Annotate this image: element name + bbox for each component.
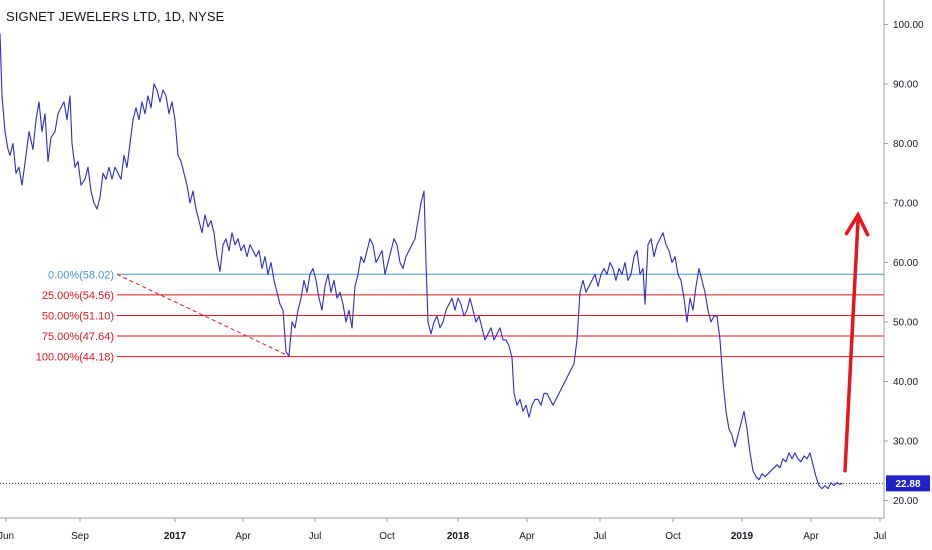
time-tick-label: Apr [519, 531, 535, 542]
time-axis[interactable]: Jun Sep 2017 Apr Jul Oct 2018 Apr Jul Oct 2019 Apr J… [0, 517, 887, 542]
price-axis[interactable]: 100.00 90.00 80.00 70.00 60.00 50.00 40.00 30.0… [883, 0, 924, 518]
fib-level-label: 100.00%(44.18) [36, 352, 114, 364]
price-tick-label: 100.00 [893, 20, 924, 31]
price-tick-label: 20.00 [893, 496, 918, 507]
price-tick-label: 90.00 [893, 80, 918, 91]
last-price-marker: 22.88 [0, 475, 930, 492]
time-tick-label: 2019 [731, 531, 754, 542]
price-tick-label: 70.00 [893, 199, 918, 210]
time-tick-label: Jun [0, 531, 14, 542]
price-tick-label: 30.00 [893, 437, 918, 448]
time-tick-label: Jul [309, 531, 322, 542]
price-line [0, 33, 843, 490]
fibonacci-retracement[interactable]: 0.00%(58.02) 25.00%(54.56) 50.00%(51.10) 75… [36, 269, 884, 364]
time-tick-label: 2018 [447, 531, 470, 542]
fib-level-label: 0.00%(58.02) [48, 269, 114, 281]
fib-level-label: 50.00%(51.10) [42, 310, 114, 322]
time-tick-label: 2017 [164, 531, 187, 542]
price-series [0, 33, 843, 490]
time-tick-label: Apr [803, 531, 819, 542]
time-tick-label: Oct [665, 531, 681, 542]
last-price-tag [886, 475, 930, 492]
price-tick-label: 50.00 [893, 318, 918, 329]
time-tick-label: Jul [874, 531, 887, 542]
time-tick-label: Jul [594, 531, 607, 542]
time-tick-label: Oct [379, 531, 395, 542]
up-arrow-head [844, 211, 870, 237]
price-tick-label: 80.00 [893, 139, 918, 150]
time-tick-label: Sep [71, 531, 89, 542]
fib-level-label: 75.00%(47.64) [42, 331, 114, 343]
fib-level-label: 25.00%(54.56) [42, 290, 114, 302]
time-tick-label: Apr [235, 531, 251, 542]
up-arrow-shaft [843, 219, 860, 473]
price-tick-label: 40.00 [893, 377, 918, 388]
price-tick-label: 60.00 [893, 258, 918, 269]
last-price-label: 22.88 [895, 479, 920, 490]
fib-trend-line[interactable] [116, 273, 291, 358]
chart-title: SIGNET JEWELERS LTD, 1D, NYSE [6, 9, 225, 24]
annotations [843, 211, 870, 473]
